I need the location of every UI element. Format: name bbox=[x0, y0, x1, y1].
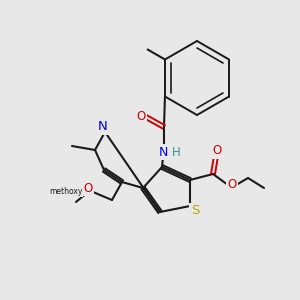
Text: O: O bbox=[83, 182, 93, 194]
Text: N: N bbox=[98, 121, 108, 134]
Text: O: O bbox=[227, 178, 237, 191]
Text: S: S bbox=[191, 205, 199, 218]
Text: H: H bbox=[172, 146, 181, 158]
Text: N: N bbox=[158, 146, 168, 158]
Text: methoxy: methoxy bbox=[49, 188, 83, 196]
Text: O: O bbox=[136, 110, 146, 124]
Text: O: O bbox=[212, 145, 222, 158]
